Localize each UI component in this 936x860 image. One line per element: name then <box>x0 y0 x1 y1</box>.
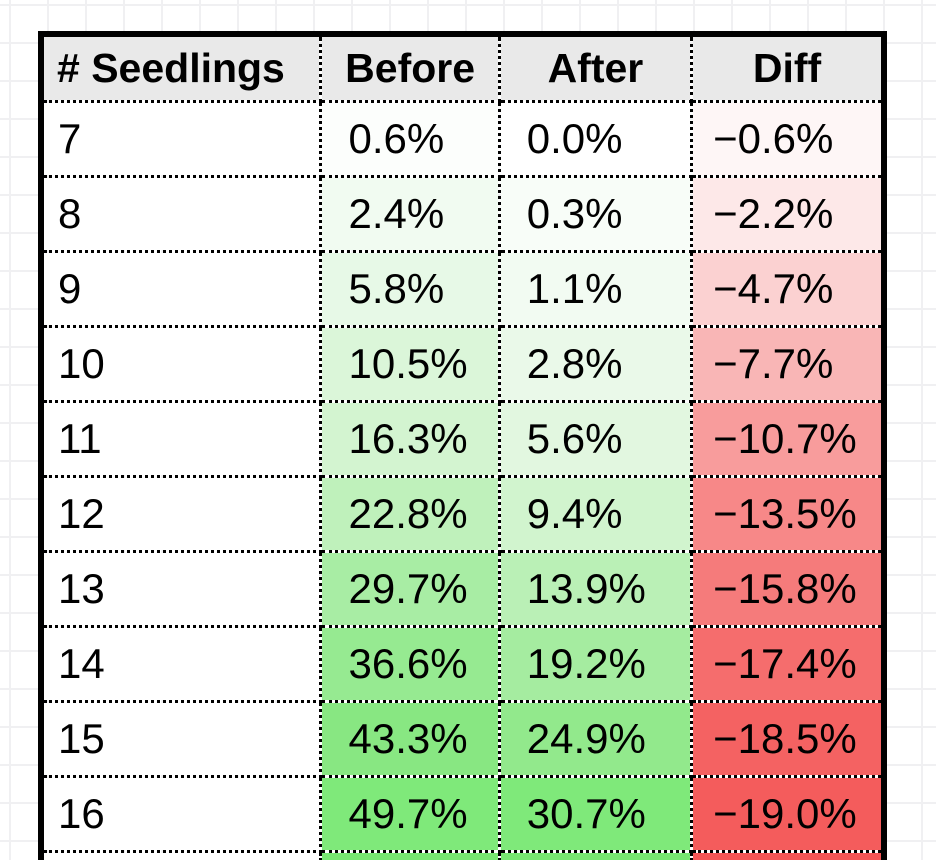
table-row: 15 43.3% 24.9% −18.5% <box>39 700 886 778</box>
cell-before: 5.8% <box>319 250 501 328</box>
header-row: # Seedlings Before After Diff <box>39 32 886 103</box>
cell-after: 9.4% <box>497 475 694 553</box>
cell-before: 0.6% <box>319 100 501 178</box>
cell-seedlings: 11 <box>39 400 323 478</box>
seedling-distribution-table: # Seedlings Before After Diff 7 0.6% 0.0% −… <box>38 31 887 860</box>
cell-before: 16.3% <box>319 400 501 478</box>
cell-diff: −15.8% <box>690 550 886 628</box>
table-body: 7 0.6% 0.0% −0.6% 8 2.4% 0.3% −2.2% 9 5.8% 1.1% −4.… <box>39 100 886 860</box>
cell-diff: −17.4% <box>690 625 886 703</box>
cell-diff: −19.0% <box>690 775 886 853</box>
cell-after: 0.0% <box>497 100 694 178</box>
cell-seedlings: 15 <box>39 700 323 778</box>
table-row: 10 10.5% 2.8% −7.7% <box>39 325 886 403</box>
cell-diff: −18.5% <box>690 700 886 778</box>
cell-diff: −10.7% <box>690 400 886 478</box>
cell-diff: −7.7% <box>690 325 886 403</box>
table-row: 13 29.7% 13.9% −15.8% <box>39 550 886 628</box>
cell-after: 2.8% <box>497 325 694 403</box>
cell-diff: −13.5% <box>690 475 886 553</box>
cell-after: 5.6% <box>497 400 694 478</box>
table-row: 7 0.6% 0.0% −0.6% <box>39 100 886 178</box>
cell-diff: −4.7% <box>690 250 886 328</box>
cell-seedlings: 10 <box>39 325 323 403</box>
table-row: 11 16.3% 5.6% −10.7% <box>39 400 886 478</box>
table-row: 12 22.8% 9.4% −13.5% <box>39 475 886 553</box>
cell-seedlings: 9 <box>39 250 323 328</box>
cell-after: 13.9% <box>497 550 694 628</box>
cell-before: 2.4% <box>319 175 501 253</box>
table-row: 14 36.6% 19.2% −17.4% <box>39 625 886 703</box>
table-row: 9 5.8% 1.1% −4.7% <box>39 250 886 328</box>
cell-seedlings: 7 <box>39 100 323 178</box>
cell-before: 10.5% <box>319 325 501 403</box>
cell-diff: −0.6% <box>690 100 886 178</box>
cell-before: 36.6% <box>319 625 501 703</box>
column-header-diff: Diff <box>690 32 886 103</box>
table-row-partial <box>39 850 886 860</box>
table-row: 8 2.4% 0.3% −2.2% <box>39 175 886 253</box>
table-row: 16 49.7% 30.7% −19.0% <box>39 775 886 853</box>
cell-after: 24.9% <box>497 700 694 778</box>
cell-before: 43.3% <box>319 700 501 778</box>
column-header-before: Before <box>319 32 501 103</box>
cell-partial <box>497 850 694 860</box>
cell-seedlings: 14 <box>39 625 323 703</box>
cell-seedlings: 16 <box>39 775 323 853</box>
cell-before: 22.8% <box>319 475 501 553</box>
cell-before: 29.7% <box>319 550 501 628</box>
cell-before: 49.7% <box>319 775 501 853</box>
cell-partial <box>39 850 323 860</box>
table-header: # Seedlings Before After Diff <box>39 32 886 103</box>
cell-after: 30.7% <box>497 775 694 853</box>
cell-after: 19.2% <box>497 625 694 703</box>
cell-diff: −2.2% <box>690 175 886 253</box>
seedling-distribution-table-viewport: # Seedlings Before After Diff 7 0.6% 0.0% −… <box>38 31 887 860</box>
cell-partial <box>690 850 886 860</box>
column-header-seedlings: # Seedlings <box>39 32 323 103</box>
cell-seedlings: 8 <box>39 175 323 253</box>
cell-after: 0.3% <box>497 175 694 253</box>
cell-seedlings: 12 <box>39 475 323 553</box>
column-header-after: After <box>497 32 694 103</box>
cell-partial <box>319 850 501 860</box>
cell-seedlings: 13 <box>39 550 323 628</box>
cell-after: 1.1% <box>497 250 694 328</box>
